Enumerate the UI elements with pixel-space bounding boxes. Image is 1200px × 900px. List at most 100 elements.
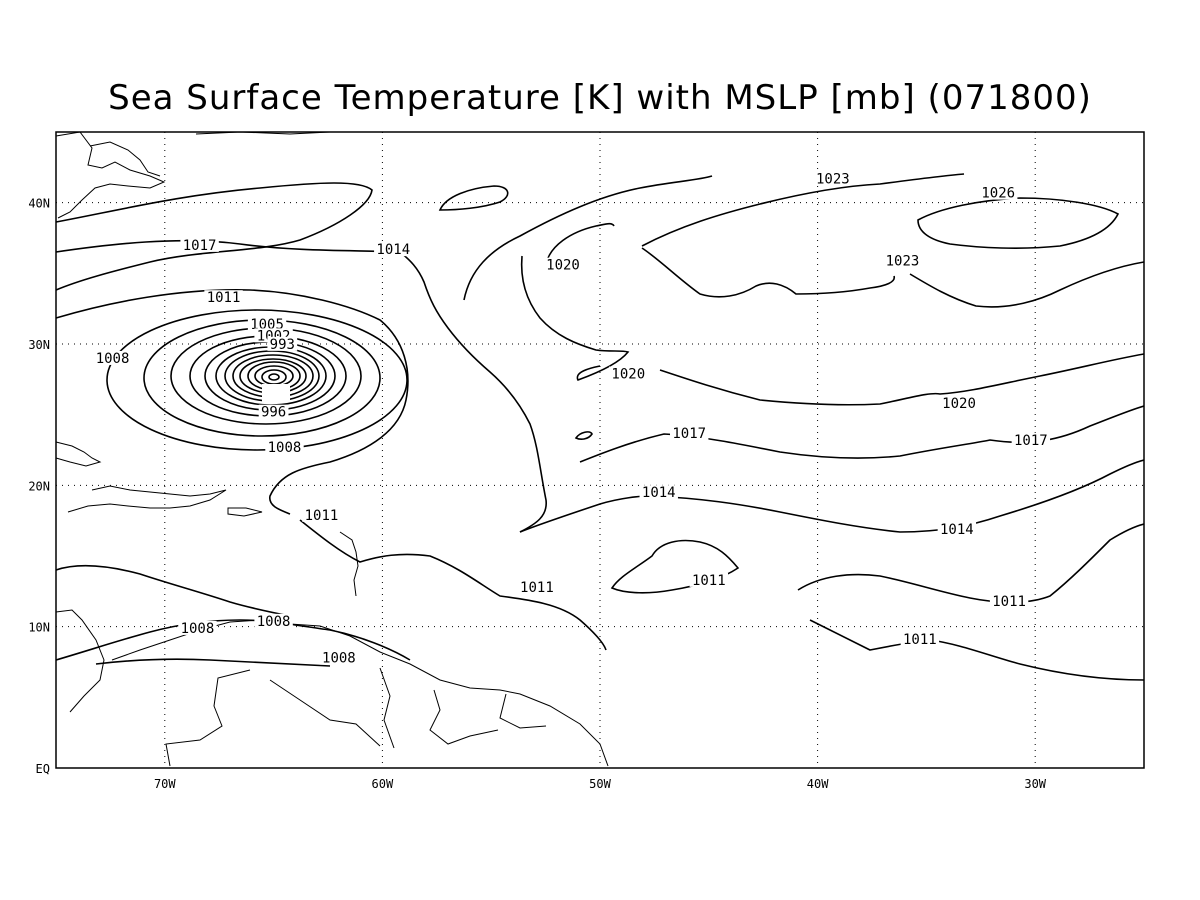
lat-tick-label: 30N (28, 338, 50, 352)
isobar-label: 1023 (816, 171, 850, 187)
isobar-label-bg (639, 485, 678, 500)
isobar-label-bg (989, 594, 1029, 609)
coastline-new-england (89, 141, 161, 177)
isobar-label-bg (883, 253, 922, 268)
isobar-1020-small (545, 222, 615, 265)
isobar-label-bg (937, 521, 977, 536)
isobar-1011-carib (299, 519, 607, 651)
isobar-1026-east (917, 197, 1120, 249)
map-title: Sea Surface Temperature [K] with MSLP [m… (108, 78, 1092, 118)
lat-tick-label: 10N (28, 621, 50, 635)
isobar-label: 1020 (546, 258, 580, 274)
isobar-label: 1020 (611, 367, 645, 383)
isobar-1011-sw (55, 564, 291, 617)
lon-tick-label: 40W (807, 777, 829, 791)
isobar-label: 1008 (181, 621, 215, 637)
axis-ticks: 70W 60W 50W 40W 30W 40N 30N 20N 10N EQ (28, 197, 1046, 791)
isobar-label-bg (319, 650, 359, 665)
isobar-1017-central (463, 175, 713, 301)
coastline-north-south-america (111, 619, 609, 767)
border-brazil (269, 679, 381, 747)
isobar-label: 1026 (981, 186, 1015, 202)
isobar-1014-east (519, 459, 1145, 533)
isobar-1020-east (659, 353, 1145, 406)
lon-tick-label: 60W (372, 777, 394, 791)
isobar-label: 1011 (305, 508, 339, 524)
graticule (56, 132, 1144, 768)
isobar-1014-north (55, 239, 547, 533)
lon-tick-label: 30W (1024, 777, 1046, 791)
isobar-label-bg (265, 440, 304, 454)
isobar-label-bg (689, 572, 728, 587)
isobar-label: 1008 (257, 614, 291, 630)
isobar-label: 993 (270, 337, 295, 353)
isobar-1008-carib (55, 619, 411, 661)
isobar-label-bg (204, 290, 243, 305)
isobar-label: 1014 (376, 242, 410, 258)
isobar-975-low (261, 369, 287, 385)
isobar-1023-se (909, 261, 1145, 308)
lat-tick-label: 20N (28, 479, 50, 493)
isobar-label-bg (900, 632, 940, 647)
isobar-label-bg (247, 317, 287, 332)
isobar-1020-central (520, 255, 630, 381)
isobar-label: 1011 (903, 632, 937, 648)
coastline-nova-scotia (195, 131, 331, 135)
isobar-label-bg (93, 350, 132, 365)
coastline-northeast-us (55, 131, 166, 219)
isobar-978-low (254, 365, 294, 387)
border-guyana (379, 667, 395, 749)
isobar-label: 1023 (886, 253, 920, 269)
isobar-1011-west (55, 289, 409, 515)
border-suriname (429, 689, 499, 745)
isobar-label-bg (609, 366, 648, 381)
coastline-puerto-rico (227, 507, 263, 517)
isobar-label-bg (254, 613, 293, 628)
isobar-label: 1014 (642, 485, 676, 501)
isobar-label: 1008 (268, 440, 302, 456)
isobar-label-bg (180, 237, 219, 252)
isobar-label-bg (939, 396, 979, 411)
isobar-label: 1020 (942, 396, 976, 412)
isobar-1023-east (641, 173, 965, 247)
isobar-label: 1011 (992, 594, 1026, 610)
isobars (55, 173, 1145, 681)
coastline-cuba (55, 441, 102, 467)
border-french-guiana (499, 693, 547, 729)
storm-center-marker (262, 384, 290, 402)
isobar-label: 996 (261, 405, 286, 421)
lon-tick-label: 70W (154, 777, 176, 791)
isobar-label-bg (543, 257, 583, 272)
isobar-label-bg (517, 579, 557, 594)
isobar-label-bg (670, 425, 709, 440)
isobar-label-bg (1011, 432, 1051, 447)
isobar-1017-east (579, 405, 1145, 463)
isobar-1020-patch (438, 185, 509, 211)
lon-tick-label: 50W (589, 777, 611, 791)
lat-tick-label: 40N (28, 197, 50, 211)
isobar-label: 1014 (940, 522, 974, 538)
isobar-label: 1011 (207, 290, 241, 306)
lat-tick-label: EQ (36, 762, 50, 776)
isobar-label-bg (178, 620, 217, 635)
isobar-label-bg (302, 507, 341, 522)
isobar-labels: 1017 101410111005100299310089961008101110… (93, 171, 1051, 667)
map-frame (55, 131, 1145, 769)
isobar-1017-west (55, 182, 373, 291)
isobar-1011-small (574, 431, 593, 440)
isobar-1023-east2 (641, 247, 895, 298)
isobar-1008-low (106, 309, 408, 451)
isobar-1011-patch (610, 539, 740, 594)
isobar-1011-se (809, 619, 1145, 681)
isobar-972-low (268, 373, 280, 381)
isobar-label: 1017 (1014, 433, 1048, 449)
isobar-1008-south (95, 658, 331, 667)
isobar-label: 1017 (183, 238, 217, 254)
coastline-hispaniola (67, 485, 227, 513)
coastlines (55, 131, 609, 767)
isobar-label: 1017 (672, 426, 706, 442)
isobar-label: 1008 (96, 351, 130, 367)
coastline-central-america (55, 609, 105, 713)
isobar-label-bg (979, 185, 1018, 200)
